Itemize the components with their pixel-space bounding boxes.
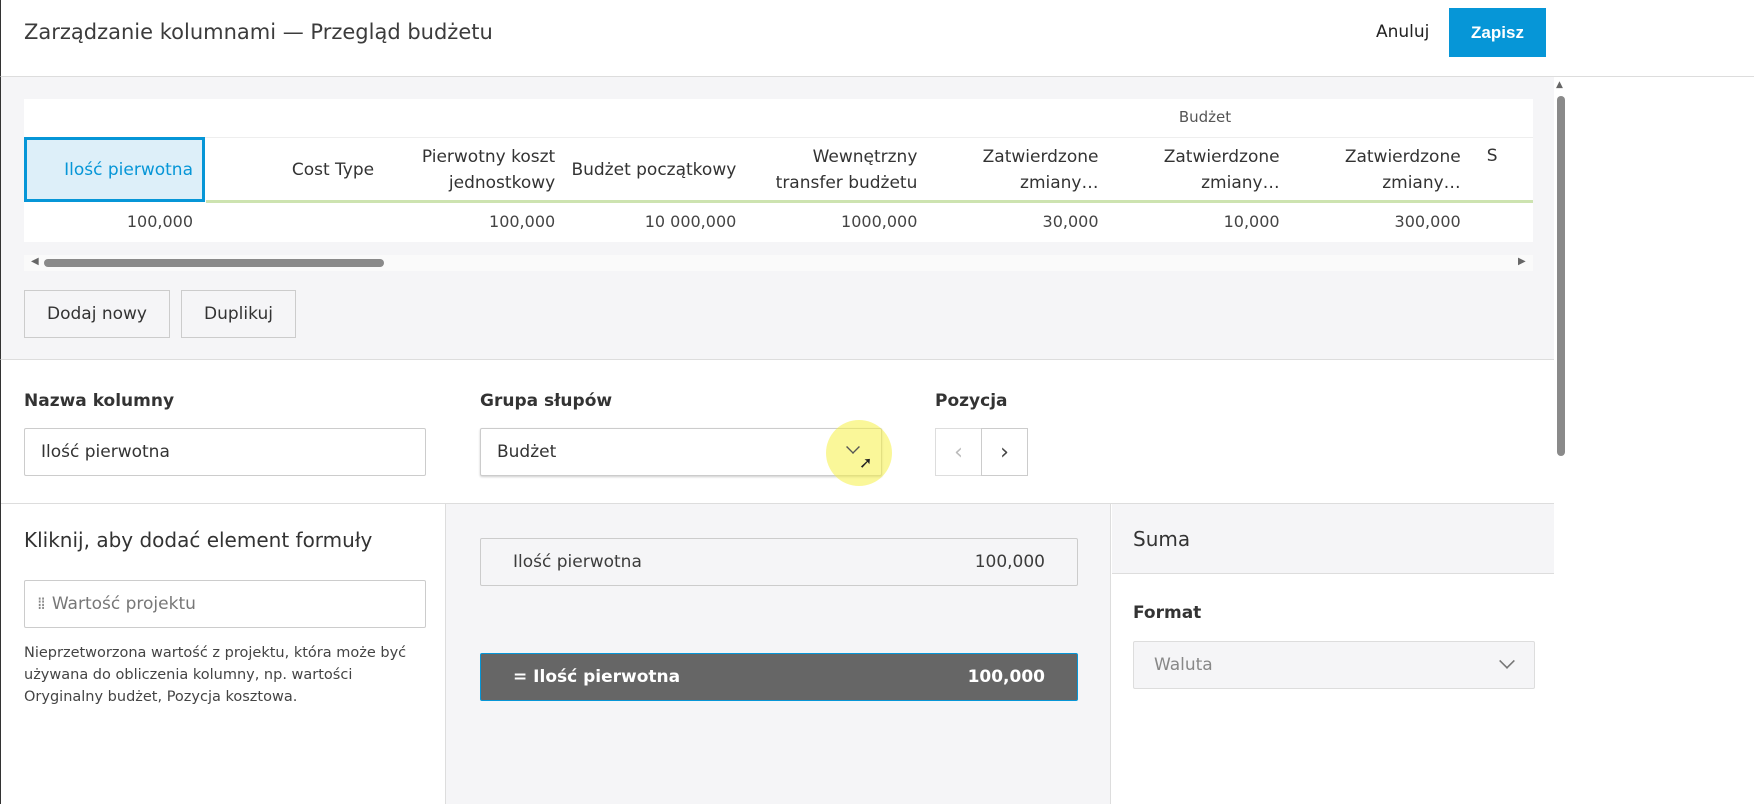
scroll-right-icon[interactable]: ▶ [1518,256,1526,267]
add-new-button[interactable]: Dodaj nowy [24,290,170,338]
formula-result: = Ilość pierwotna 100,000 [480,653,1078,701]
table-cell: 300,000 [1394,212,1461,231]
table-cell: 10,000 [1223,212,1280,231]
formula-element-label: Wartość projektu [51,594,196,614]
formula-element-description: Nieprzetworzona wartość z projektu, któr… [24,645,407,705]
column-header[interactable]: Zatwierdzone zmiany… [1344,146,1461,193]
table-cell: 1000,000 [841,212,918,231]
column-preview-table [24,99,1533,242]
horizontal-scrollbar[interactable] [24,255,1533,271]
column-header[interactable]: Zatwierdzone zmiany… [982,146,1099,193]
table-cell: 30,000 [1042,212,1099,231]
chevron-right-icon: › [1000,439,1009,465]
position-label: Pozycja [935,391,1008,411]
formula-term[interactable]: Ilość pierwotna 100,000 [480,538,1078,586]
scroll-up-icon[interactable]: ▲ [1556,80,1563,90]
vertical-scroll-thumb[interactable] [1557,96,1565,456]
move-right-button[interactable]: › [981,428,1028,476]
divider [0,503,1554,504]
scroll-left-icon[interactable]: ◀ [31,256,39,267]
format-select[interactable]: Waluta [1133,641,1535,689]
summary-title: Suma [1133,527,1191,551]
table-cell: 10 000,000 [644,212,737,231]
formula-term-label: Ilość pierwotna [513,552,642,572]
table-cell: 100,000 [489,212,556,231]
drag-handle-icon: ⁞⁞ [37,594,46,614]
cancel-button[interactable]: Anuluj [1376,22,1430,42]
column-name-label: Nazwa kolumny [24,391,175,411]
divider [24,137,1533,138]
window-edge [0,360,1,804]
column-group-select[interactable]: Budżet [480,428,882,476]
summary-header [1112,504,1554,574]
column-header[interactable]: Zatwierdzone zmiany… [1163,146,1280,193]
column-group-header: Budżet [1178,108,1232,126]
column-header[interactable]: Wewnętrzny transfer budżetu [775,146,918,193]
duplicate-button[interactable]: Duplikuj [181,290,296,338]
column-header[interactable]: Budżet początkowy [571,159,737,180]
column-header[interactable]: Cost Type [291,159,375,180]
column-name-input[interactable]: Ilość pierwotna [24,428,426,476]
move-left-button[interactable]: ‹ [935,428,982,476]
save-button[interactable]: Zapisz [1449,8,1546,57]
chevron-left-icon: ‹ [954,439,963,465]
formula-result-value: 100,000 [967,667,1045,687]
column-group-label: Grupa słupów [480,391,613,411]
column-header[interactable]: S [1486,146,1498,166]
column-header[interactable]: Ilość pierwotna [24,137,205,202]
column-group-value: Budżet [497,442,557,462]
horizontal-scroll-thumb[interactable] [44,259,384,267]
formula-panel-title: Kliknij, aby dodać element formuły [24,528,373,552]
table-cell: 100,000 [126,212,193,231]
formula-term-value: 100,000 [974,552,1045,572]
formula-result-label: = Ilość pierwotna [513,667,681,687]
formula-element-project-value[interactable]: ⁞⁞ Wartość projektu [24,580,426,628]
mouse-cursor-icon: ➚ [859,453,873,472]
format-value: Waluta [1154,655,1213,675]
format-label: Format [1133,603,1202,623]
cursor-highlight [826,420,892,486]
column-header[interactable]: Pierwotny koszt jednostkowy [421,146,556,193]
group-underline [206,200,1533,203]
dialog-title: Zarządzanie kolumnami — Przegląd budżetu [24,20,493,44]
